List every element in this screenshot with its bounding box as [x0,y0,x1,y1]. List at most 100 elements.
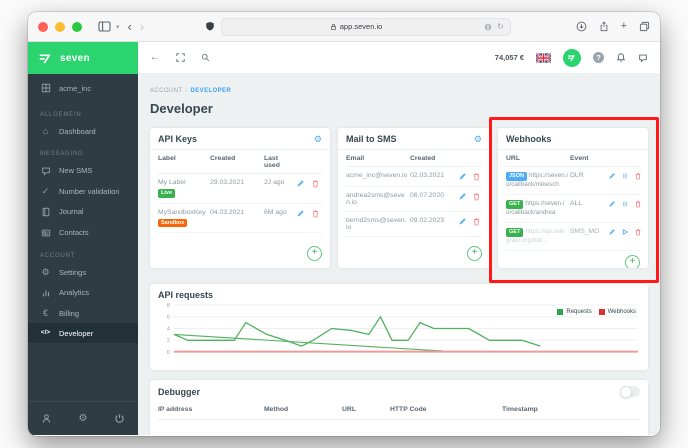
sidebar: acme_inc ALLGEMEIN ⌂ Dashboard MESSAGING… [28,74,138,435]
back-button[interactable]: ‹ [127,19,132,34]
downloads-icon[interactable] [576,21,587,32]
delete-trash-icon[interactable] [632,200,643,208]
webhook-url: JSON https://seven.io/callback/mikesch [506,172,568,188]
search-icon[interactable] [201,53,210,62]
key-created: 04.03.2021 [210,208,245,216]
home-icon: ⌂ [42,125,49,136]
edit-pencil-icon[interactable] [606,172,617,180]
gear-icon: ⚙ [41,266,50,277]
notifications-bell-icon[interactable] [616,52,626,63]
legend-swatch-requests [557,309,564,315]
mail-email: acme_inc@seven.io [346,172,408,179]
browser-window: ▾ ‹ › app.seven.io [28,12,660,436]
help-icon[interactable]: ? [593,52,604,63]
breadcrumb-current[interactable]: DEVELOPER [190,88,232,94]
minimize-window-button[interactable] [55,21,65,32]
sidebar-item-developer[interactable]: </> Developer [28,323,138,343]
sidebar-item-analytics[interactable]: Analytics [28,282,138,303]
new-tab-button[interactable]: + [620,20,627,32]
sidebar-item-billing[interactable]: € Billing [28,303,138,323]
svg-text:4: 4 [167,326,170,332]
add-webhook-button[interactable]: + [625,255,640,268]
window-controls [38,21,82,32]
pause-icon[interactable] [619,200,630,208]
edit-pencil-icon[interactable] [456,192,468,201]
forward-button[interactable]: › [139,19,145,34]
play-icon[interactable] [619,228,630,236]
main-content: ACCOUNT / DEVELOPER Developer API Keys ⚙ L… [138,74,660,435]
sidebar-item-label: Number validation [59,186,120,196]
delete-trash-icon[interactable] [470,192,482,201]
sidebar-item-settings[interactable]: ⚙ Settings [28,262,138,282]
webhook-event: SMS_MO [570,228,600,236]
settings-gear-icon[interactable]: ⚙ [78,412,88,424]
table-row: My Label Live 29.03.2021 2J ago [158,174,322,204]
edit-pencil-icon[interactable] [606,228,617,236]
lock-icon [330,23,337,31]
api-keys-header: Label Created Last used [158,150,322,174]
logo-text: seven [60,52,90,64]
edit-pencil-icon[interactable] [456,217,468,226]
sidebar-item-label: New SMS [59,166,93,175]
translate-icon[interactable] [484,23,492,31]
zoom-window-button[interactable] [72,21,82,32]
fullscreen-icon[interactable] [176,53,185,62]
breadcrumb-parent[interactable]: ACCOUNT [150,88,183,94]
panels-row: API Keys ⚙ Label Created Last used My Labe… [150,117,659,283]
sidebar-item-contacts[interactable]: Contacts [28,222,138,243]
edit-pencil-icon[interactable] [294,179,307,188]
sidebar-section-messaging: MESSAGING [40,151,84,157]
app-logo[interactable]: seven [28,42,138,74]
sidebar-item-number-validation[interactable]: ✓ Number validation [28,181,138,201]
profile-icon[interactable] [41,413,52,424]
mail-settings-gear-icon[interactable]: ⚙ [473,133,482,144]
sidebar-workspace[interactable]: acme_inc [28,74,138,102]
workspace-name: acme_inc [59,83,92,93]
delete-trash-icon[interactable] [309,209,322,218]
sidebar-section-account: ACCOUNT [40,253,76,259]
logout-power-icon[interactable] [114,413,125,424]
back-arrow-icon[interactable]: ← [150,51,160,63]
edit-pencil-icon[interactable] [456,172,468,181]
tab-overview-icon[interactable] [639,21,650,32]
avatar[interactable] [563,48,581,67]
table-row: andrea2sms@seven.io 06.07.2020 [346,187,482,212]
delete-trash-icon[interactable] [470,217,482,226]
key-last-used: 2J ago [264,179,285,186]
address-bar[interactable]: app.seven.io ↻ [220,17,511,36]
legend-item-webhooks: Webhooks [598,309,636,315]
delete-trash-icon[interactable] [632,172,643,180]
key-last-used: 6M ago [264,208,287,216]
delete-trash-icon[interactable] [309,179,322,188]
sidebar-item-label: Journal [59,207,84,216]
chat-icon[interactable] [638,53,648,63]
mail-to-sms-title: Mail to SMS [346,134,397,144]
language-flag-icon[interactable] [536,52,551,63]
delete-trash-icon[interactable] [470,172,482,181]
sidebar-item-journal[interactable]: Journal [28,201,138,222]
close-window-button[interactable] [38,21,48,32]
shield-icon[interactable] [205,21,215,32]
account-balance[interactable]: 74,057 € [494,53,524,62]
add-api-key-button[interactable]: + [307,246,322,261]
add-mail-to-sms-button[interactable]: + [467,246,482,261]
api-keys-settings-gear-icon[interactable]: ⚙ [313,133,322,144]
sidebar-toggle-icon[interactable] [98,21,111,32]
svg-text:0: 0 [167,350,170,356]
chevron-down-icon[interactable]: ▾ [116,23,120,31]
share-icon[interactable] [599,21,609,32]
mail-created: 09.02.2023 [410,217,445,224]
sidebar-footer: ⚙ [28,401,138,435]
sidebar-item-dashboard[interactable]: ⌂ Dashboard [28,121,138,141]
check-icon: ✓ [41,185,50,196]
edit-pencil-icon[interactable] [606,200,617,208]
edit-pencil-icon[interactable] [294,209,307,218]
debugger-toggle[interactable] [620,385,640,398]
app-topbar: ← 74,057 € [138,42,660,74]
pause-icon[interactable] [619,172,630,180]
delete-trash-icon[interactable] [632,228,643,236]
debugger-header: IP address Method URL HTTP Code Timestam… [158,399,640,420]
reload-icon[interactable]: ↻ [497,22,504,31]
table-row: acme_inc@seven.io 02.03.2021 [346,167,482,187]
sidebar-item-new-sms[interactable]: New SMS [28,160,138,181]
